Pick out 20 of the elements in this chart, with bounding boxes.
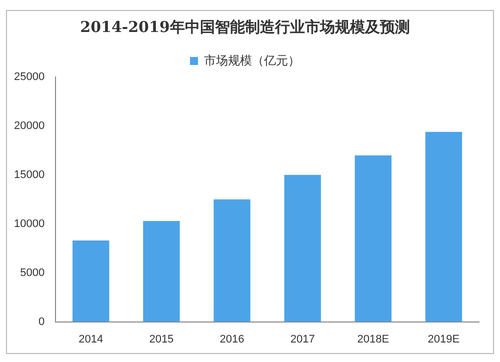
- y-tick-label: 0: [38, 316, 45, 328]
- bar: [354, 155, 392, 322]
- y-tick-label: 5000: [20, 266, 45, 279]
- bar: [425, 132, 462, 322]
- x-tick-label: 2016: [220, 333, 244, 346]
- x-tick-label: 2015: [149, 333, 174, 346]
- x-tick-label: 2018E: [357, 333, 390, 346]
- y-tick-label: 10000: [14, 218, 45, 230]
- legend-label: 市场规模（亿元）: [204, 53, 300, 68]
- chart-title: 2014-2019年中国智能制造行业市场规模及预测: [80, 18, 410, 36]
- bar: [72, 240, 110, 322]
- y-tick-label: 20000: [14, 120, 45, 132]
- x-tick-label: 2014: [78, 333, 104, 346]
- y-tick-label: 15000: [14, 168, 45, 181]
- y-tick-label: 25000: [14, 71, 45, 84]
- x-tick-label: 2017: [290, 333, 315, 346]
- bar: [143, 220, 180, 322]
- bar: [284, 174, 321, 322]
- x-tick-label: 2019E: [428, 333, 460, 346]
- bar: [214, 199, 250, 322]
